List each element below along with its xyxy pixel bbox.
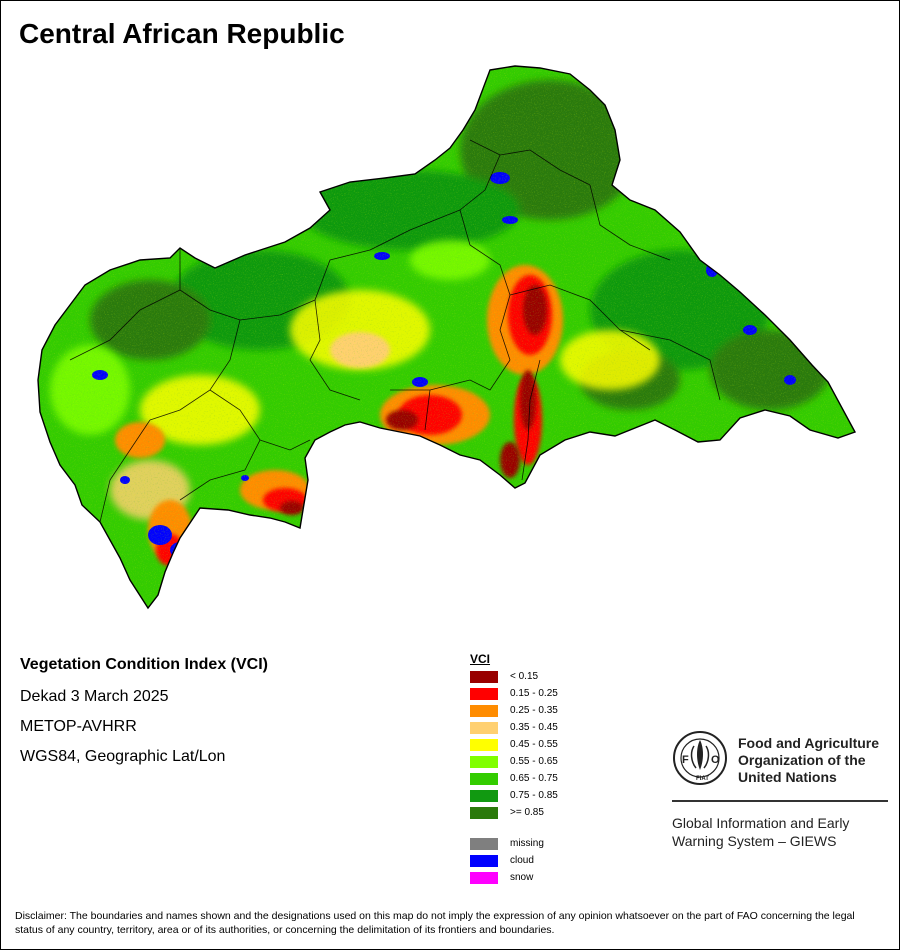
vci-raster xyxy=(38,66,855,608)
legend-swatch xyxy=(470,838,498,850)
legend-swatch xyxy=(470,872,498,884)
legend-label: 0.45 - 0.55 xyxy=(510,739,558,750)
country-map-svg xyxy=(37,65,856,609)
legend-label: 0.35 - 0.45 xyxy=(510,722,558,733)
legend-row: 0.45 - 0.55 xyxy=(470,737,558,754)
legend-label: 0.55 - 0.65 xyxy=(510,756,558,767)
map-info: Vegetation Condition Index (VCI) Dekad 3… xyxy=(20,656,268,778)
fao-name: Food and Agriculture Organization of the… xyxy=(738,735,880,785)
vci-legend: VCI < 0.15 0.15 - 0.25 0.25 - 0.35 0.35 … xyxy=(470,652,558,887)
legend-swatch xyxy=(470,722,498,734)
sensor-label: METOP-AVHRR xyxy=(20,718,137,735)
legend-row: 0.15 - 0.25 xyxy=(470,686,558,703)
legend-label: missing xyxy=(510,838,544,849)
vci-map xyxy=(30,60,860,620)
legend-label: snow xyxy=(510,872,534,883)
admin-boundaries xyxy=(69,139,721,523)
legend-row: 0.55 - 0.65 xyxy=(470,754,558,771)
legend-row: < 0.15 xyxy=(470,669,538,686)
legend-swatch xyxy=(470,671,498,683)
legend-swatch xyxy=(470,807,498,819)
legend-row-cloud: cloud xyxy=(470,853,534,870)
legend-row: 0.35 - 0.45 xyxy=(470,720,558,737)
legend-swatch xyxy=(470,855,498,867)
legend-row: 0.75 - 0.85 xyxy=(470,788,558,805)
legend-swatch xyxy=(470,739,498,751)
legend-label: 0.65 - 0.75 xyxy=(510,773,558,784)
map-title: Central African Republic xyxy=(19,18,345,49)
legend-label: 0.25 - 0.35 xyxy=(510,705,558,716)
index-title: Vegetation Condition Index (VCI) xyxy=(20,656,268,673)
legend-row-snow: snow xyxy=(470,870,533,887)
projection-label: WGS84, Geographic Lat/Lon xyxy=(20,748,226,765)
divider xyxy=(672,800,888,802)
legend-row-missing: missing xyxy=(470,836,544,853)
legend-label: 0.15 - 0.25 xyxy=(510,688,558,699)
period-label: Dekad 3 March 2025 xyxy=(20,688,169,705)
legend-label: >= 0.85 xyxy=(510,807,544,818)
legend-swatch xyxy=(470,773,498,785)
legend-swatch xyxy=(470,790,498,802)
svg-text:F: F xyxy=(682,754,689,766)
svg-text:O: O xyxy=(711,754,720,766)
disclaimer-text: Disclaimer: The boundaries and names sho… xyxy=(15,910,855,936)
giews-name: Global Information and Early Warning Sys… xyxy=(672,815,850,849)
legend-label: 0.75 - 0.85 xyxy=(510,790,558,801)
fao-logo-icon: F O FIAT xyxy=(673,731,727,785)
legend-label: < 0.15 xyxy=(510,671,539,682)
legend-title: VCI xyxy=(470,652,491,666)
svg-text:FIAT: FIAT xyxy=(696,776,709,782)
legend-swatch xyxy=(470,705,498,717)
legend-swatch xyxy=(470,756,498,768)
legend-row: 0.25 - 0.35 xyxy=(470,703,558,720)
legend-label: cloud xyxy=(510,855,534,866)
legend-swatch xyxy=(470,688,498,700)
legend-row: 0.65 - 0.75 xyxy=(470,771,558,788)
legend-row: >= 0.85 xyxy=(470,805,544,822)
